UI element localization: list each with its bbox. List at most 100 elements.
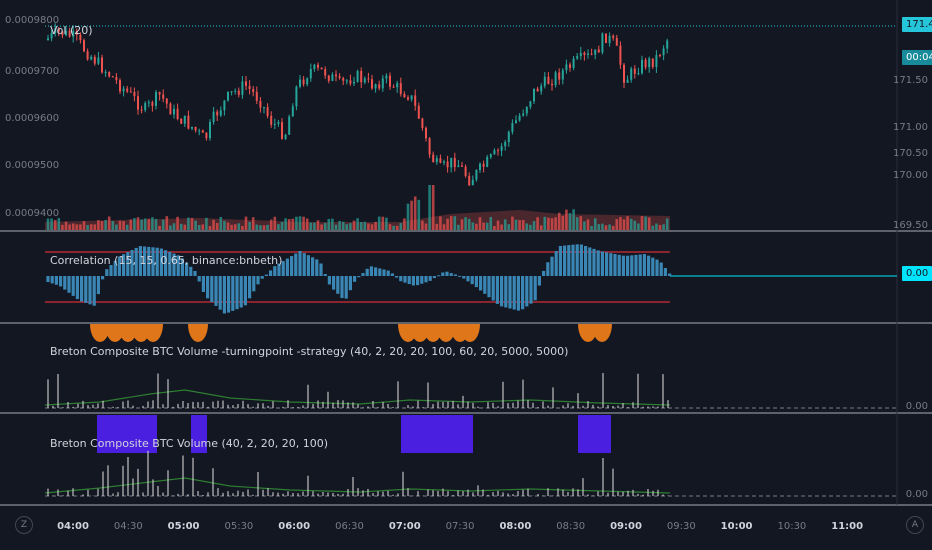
volume-bar (554, 217, 557, 230)
candle-body (417, 105, 420, 119)
auto-scale-button[interactable]: A (906, 516, 924, 534)
candle-body (435, 158, 438, 163)
volume-bar (165, 216, 169, 230)
correlation-bar (407, 276, 411, 285)
volume-bar (262, 225, 266, 230)
volume-bar (572, 209, 575, 230)
candle-body (630, 68, 633, 80)
volume-ma-area (45, 210, 670, 230)
volume-bar (230, 224, 233, 230)
volume-bar (467, 218, 471, 230)
zoom-button[interactable]: Z (15, 516, 33, 534)
volume-bar (284, 218, 287, 230)
correlation-bar (382, 269, 386, 276)
volume-bar (511, 216, 514, 230)
correlation-bar (180, 258, 184, 276)
correlation-bar (399, 276, 403, 282)
volume-bar (658, 224, 662, 230)
correlation-bar (306, 255, 310, 276)
volume-bar (536, 217, 539, 230)
volume-bar (439, 216, 442, 230)
correlation-bar (642, 254, 646, 276)
volume-bar (140, 219, 143, 230)
correlation-bar (487, 276, 491, 298)
volume-bar (561, 215, 565, 230)
volume-bar (212, 219, 215, 230)
volume-bar (205, 217, 208, 230)
volume-bar (201, 224, 205, 230)
correlation-bar (550, 256, 554, 276)
candle-body (461, 165, 463, 167)
candle-body (533, 88, 535, 102)
volume-bar (93, 224, 97, 230)
volume-bar (244, 216, 248, 230)
correlation-bar (285, 258, 289, 276)
volume-bar (435, 223, 439, 230)
candle-body (335, 74, 337, 77)
volume-bar (532, 221, 536, 230)
left-axis-tick: 0.0009400 (5, 208, 60, 219)
correlation-bar (449, 273, 453, 276)
candle-body (277, 122, 280, 125)
correlation-bar (311, 257, 315, 276)
volume-bar (601, 223, 604, 230)
candle-body (57, 28, 60, 32)
volume-bar (431, 185, 435, 230)
candle-body (594, 49, 597, 55)
candle-body (241, 81, 244, 95)
volume-bar (179, 223, 183, 230)
volume-bar (539, 225, 543, 230)
candle-body (396, 83, 399, 88)
volume-bar (597, 224, 601, 230)
volume-bar (237, 223, 241, 230)
correlation-bar (63, 276, 67, 290)
candle-body (219, 110, 222, 116)
volume-bar (637, 223, 640, 230)
candle-body (129, 91, 132, 93)
volume-bar (615, 219, 619, 230)
correlation-bar (605, 252, 609, 276)
correlation-bar (529, 276, 533, 304)
volume-bar (395, 225, 399, 230)
candle-body (371, 79, 373, 89)
volume-bar (233, 224, 237, 230)
correlation-bar (277, 263, 281, 276)
correlation-bar (584, 245, 588, 276)
candle-body (641, 59, 643, 74)
candle-body (122, 88, 125, 92)
volume-bar (190, 217, 194, 230)
volume-bar (413, 196, 417, 230)
correlation-bar (365, 268, 369, 276)
candle-body (446, 161, 449, 168)
volume-bar (341, 221, 345, 230)
correlation-bar (546, 262, 550, 276)
volume-bar (176, 216, 179, 230)
correlation-bar (235, 276, 239, 310)
volume-highlight-zone (191, 415, 207, 453)
candle-body (79, 34, 82, 41)
candle-body (414, 95, 417, 106)
candle-body (662, 48, 665, 56)
volume-bar (417, 199, 421, 230)
correlation-bar (67, 276, 71, 293)
candle-body (180, 118, 183, 124)
correlation-bar (143, 246, 147, 276)
correlation-bar (491, 276, 495, 301)
right-axis-tick: 171.00 (893, 122, 928, 133)
candle-body (439, 158, 442, 163)
candle-body (655, 55, 658, 68)
correlation-bar (348, 276, 352, 291)
correlation-bar (441, 272, 445, 276)
correlation-bar (466, 276, 470, 282)
correlation-bar (336, 276, 340, 294)
volume-bar (277, 224, 280, 230)
correlation-bar (138, 246, 142, 276)
volume-bar (399, 223, 403, 230)
correlation-bar (201, 276, 205, 292)
correlation-bar (206, 276, 210, 299)
time-axis-tick: 05:00 (167, 521, 200, 532)
correlation-bar (101, 276, 105, 280)
correlation-bar (260, 276, 264, 279)
volume-bar (557, 212, 561, 230)
